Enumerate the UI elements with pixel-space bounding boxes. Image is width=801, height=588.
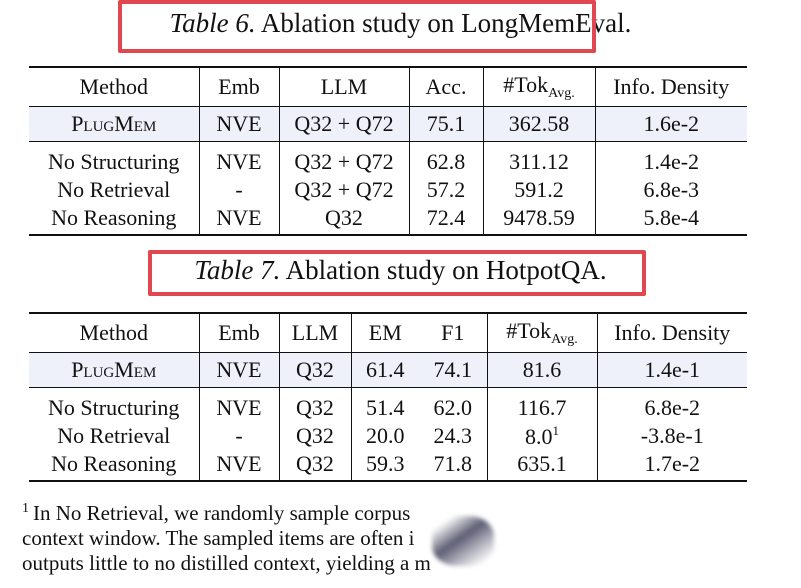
table7: Method Emb LLM EM F1 #TokAvg. Info. Dens… [29, 312, 747, 482]
table6-cell: 1.6e-2 [595, 106, 747, 142]
footnote-line-text: In No Retrieval, we randomly sample corp… [33, 501, 411, 525]
table6-header-acc: Acc. [409, 66, 484, 107]
table7-cell: 74.1 [419, 352, 488, 388]
table6-cell: 362.58 [483, 106, 596, 142]
table7-cell: 635.1 [487, 450, 598, 482]
table6-cell: NVE [199, 204, 280, 236]
table7-header-info-density: Info. Density [597, 312, 747, 353]
table6-caption: Table 6. Ablation study on LongMemEval. [0, 6, 801, 40]
table-row: No Structuring NVE Q32 51.4 62.0 116.7 6… [29, 387, 747, 422]
table6-header-tok: #TokAvg. [483, 66, 596, 107]
table7-header-em: EM [351, 312, 419, 353]
table6-cell: 1.4e-2 [643, 149, 700, 174]
table7-cell-value: 8.0 [525, 423, 553, 449]
table-row: No Retrieval - Q32 + Q72 57.2 591.2 6.8e… [29, 176, 747, 204]
table6-cell: NVE [199, 106, 280, 142]
table7-header-row: Method Emb LLM EM F1 #TokAvg. Info. Dens… [29, 312, 747, 353]
table7-header-tok-main: #Tok [506, 318, 552, 343]
table6-header-method: Method [29, 66, 200, 107]
table6-cell: 6.8e-3 [643, 177, 700, 202]
table6-cell: NVE [199, 141, 280, 176]
table-row: No Structuring NVE Q32 + Q72 62.8 311.12… [29, 141, 747, 176]
table7-cell: NVE [199, 450, 280, 482]
table7-cell: 1.7e-2 [597, 450, 747, 482]
table6-caption-text: Ablation study on LongMemEval. [260, 8, 632, 38]
table6: Method Emb LLM Acc. #TokAvg. Info. Densi… [29, 66, 747, 236]
table7-header-tok-sub: Avg. [551, 332, 578, 347]
table6-cell: 75.1 [409, 106, 484, 142]
table7-cell: No Structuring [29, 387, 200, 422]
table6-cell: Q32 + Q72 [279, 106, 410, 142]
table7-cell: 6.8e-2 [644, 395, 701, 420]
table6-cell: Q32 + Q72 [279, 141, 410, 176]
table6-cell: No Retrieval [29, 176, 200, 204]
table6-cell: 57.2 [409, 176, 484, 204]
table6-cell: No Reasoning [29, 204, 200, 236]
table7-cell: Q32 [279, 450, 352, 482]
table7-header-emb: Emb [199, 312, 280, 353]
table7-cell: 62.0 [419, 387, 488, 422]
table7-cell: 20.0 [366, 423, 405, 448]
table7-cell: 116.7 [487, 387, 598, 422]
table6-cell: 591.2 [483, 176, 596, 204]
footnote-line: 1 In No Retrieval, we randomly sample cor… [22, 496, 492, 526]
table6-cell: 9478.59 [483, 204, 596, 236]
table7-cell: 8.01 [487, 422, 598, 450]
table6-cell: PlugMem [29, 106, 200, 142]
table6-header-tok-main: #Tok [503, 72, 549, 97]
table6-cell: 5.8e-4 [595, 204, 747, 236]
occluding-smudge [432, 516, 494, 566]
table6-cell: 72.4 [409, 204, 484, 236]
table6-cell: 62.8 [409, 141, 484, 176]
table7-cell: 81.6 [487, 352, 598, 388]
table7-cell: Q32 [279, 352, 352, 388]
table6-cell: 311.12 [483, 141, 596, 176]
table6-caption-label: Table 6. [169, 8, 256, 38]
table7-cell: No Reasoning [29, 450, 200, 482]
table6-header-emb: Emb [199, 66, 280, 107]
table7-caption-text: Ablation study on HotpotQA. [285, 255, 607, 285]
table7-cell: NVE [199, 352, 280, 388]
table7-caption-label: Table 7. [194, 255, 281, 285]
footnote-line: outputs little to no distilled context, … [22, 551, 431, 575]
table7-cell: Q32 [279, 422, 352, 450]
table-row: PlugMem NVE Q32 61.4 74.1 81.6 1.4e-1 [29, 352, 747, 388]
table-row: PlugMem NVE Q32 + Q72 75.1 362.58 1.6e-2 [29, 106, 747, 142]
table7-cell: - [199, 422, 280, 450]
table6-cell: Q32 + Q72 [279, 176, 410, 204]
footnote: 1 In No Retrieval, we randomly sample cor… [22, 496, 492, 576]
table6-header-tok-sub: Avg. [548, 86, 575, 101]
table7-footnote-mark: 1 [552, 422, 560, 438]
table7-cell: NVE [199, 387, 280, 422]
table7-header-f1: F1 [419, 312, 488, 353]
table6-cell: - [199, 176, 280, 204]
table7-cell: PlugMem [29, 352, 200, 388]
table-row: No Reasoning NVE Q32 72.4 9478.59 5.8e-4 [29, 204, 747, 236]
table7-header-llm: LLM [279, 312, 352, 353]
table7-caption: Table 7. Ablation study on HotpotQA. [0, 253, 801, 287]
table7-cell: 51.4 [366, 395, 405, 420]
table7-cell: 61.4 [351, 352, 419, 388]
table6-cell: Q32 [279, 204, 410, 236]
table6-header-llm: LLM [279, 66, 410, 107]
table7-cell: No Retrieval [29, 422, 200, 450]
table7-header-method: Method [29, 312, 200, 353]
table7-cell: 1.4e-1 [597, 352, 747, 388]
table7-cell: Q32 [279, 387, 352, 422]
table6-cell: No Structuring [29, 141, 200, 176]
table7-cell: 24.3 [419, 422, 488, 450]
table7-cell: 59.3 [351, 450, 419, 482]
table-row: No Retrieval - Q32 20.0 24.3 8.01 -3.8e-… [29, 422, 747, 450]
table6-header-info-density: Info. Density [595, 66, 747, 107]
footnote-line: context window. The sampled items are of… [22, 526, 415, 550]
table7-header-tok: #TokAvg. [487, 312, 598, 353]
table6-header-row: Method Emb LLM Acc. #TokAvg. Info. Densi… [29, 66, 747, 107]
table7-cell: -3.8e-1 [640, 423, 704, 448]
table7-cell: 71.8 [419, 450, 488, 482]
table-row: No Reasoning NVE Q32 59.3 71.8 635.1 1.7… [29, 450, 747, 482]
footnote-mark: 1 [22, 501, 29, 516]
